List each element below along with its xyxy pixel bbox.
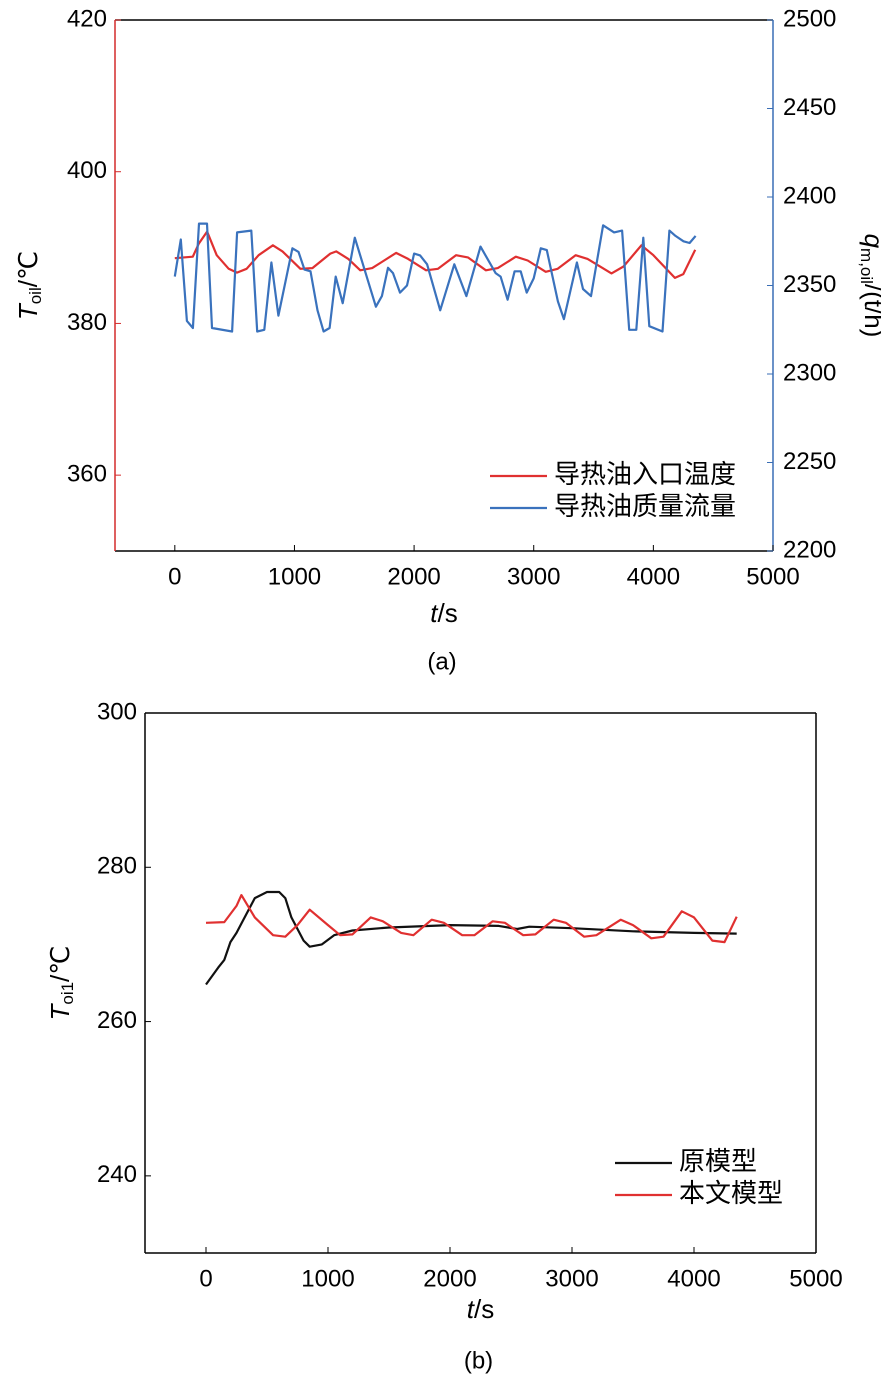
caption: (a): [427, 648, 456, 675]
label-italic: q: [859, 234, 881, 249]
caption: (b): [464, 1347, 493, 1374]
label-italic: T: [13, 302, 43, 320]
label-sub: oi1: [58, 982, 77, 1005]
label-rest: /s: [438, 598, 458, 628]
label-rest: /s: [474, 1294, 494, 1324]
y2-tick-label: 2200: [783, 536, 836, 563]
series-line: [174, 230, 697, 279]
y2-tick-label: 2300: [783, 359, 836, 386]
y2-tick-label: 2500: [783, 5, 836, 32]
y-tick-label: 400: [67, 157, 107, 184]
legend-label: 本文模型: [679, 1179, 783, 1209]
label-sub: oil: [26, 287, 45, 304]
x-tick-label: 5000: [789, 1265, 842, 1292]
x-tick-label: 2000: [387, 563, 440, 590]
y-tick-label: 280: [97, 853, 137, 880]
x-tick-label: 4000: [667, 1265, 720, 1292]
label-sub: m,oil: [857, 248, 876, 284]
label-rest: /℃: [45, 945, 75, 981]
x-tick-label: 1000: [268, 563, 321, 590]
y-tick-label: 300: [97, 698, 137, 725]
x-tick-label: 3000: [545, 1265, 598, 1292]
y-tick-label: 380: [67, 309, 107, 336]
axis-label: t/s: [430, 598, 457, 628]
y2-tick-label: 2450: [783, 94, 836, 121]
y2-tick-label: 2250: [783, 448, 836, 475]
label-rest: /(t/h): [859, 284, 881, 337]
axis-label: Toi1/℃: [45, 945, 78, 1020]
y-tick-label: 240: [97, 1161, 137, 1188]
y-tick-label: 360: [67, 460, 107, 487]
y-tick-label: 260: [97, 1007, 137, 1034]
axis-label: Toil/℃: [13, 251, 46, 320]
y2-tick-label: 2400: [783, 182, 836, 209]
x-tick-label: 4000: [627, 563, 680, 590]
x-tick-label: 0: [199, 1265, 212, 1292]
legend-label: 导热油入口温度: [554, 460, 736, 490]
x-tick-label: 0: [168, 563, 181, 590]
legend-label: 导热油质量流量: [554, 492, 736, 522]
label-italic: t: [430, 598, 439, 628]
x-tick-label: 3000: [507, 563, 560, 590]
legend-label: 原模型: [679, 1147, 757, 1177]
axis-label: qm,oil/(t/h): [857, 234, 881, 338]
x-tick-label: 1000: [301, 1265, 354, 1292]
series-line: [205, 890, 737, 986]
y-tick-label: 420: [67, 5, 107, 32]
series-line: [173, 222, 697, 333]
label-italic: T: [45, 1003, 75, 1021]
label-italic: t: [467, 1294, 476, 1324]
x-tick-label: 2000: [423, 1265, 476, 1292]
y2-tick-label: 2350: [783, 271, 836, 298]
series-line: [205, 894, 738, 944]
label-rest: /℃: [13, 251, 43, 287]
axis-label: t/s: [467, 1294, 494, 1324]
x-tick-label: 5000: [746, 563, 799, 590]
